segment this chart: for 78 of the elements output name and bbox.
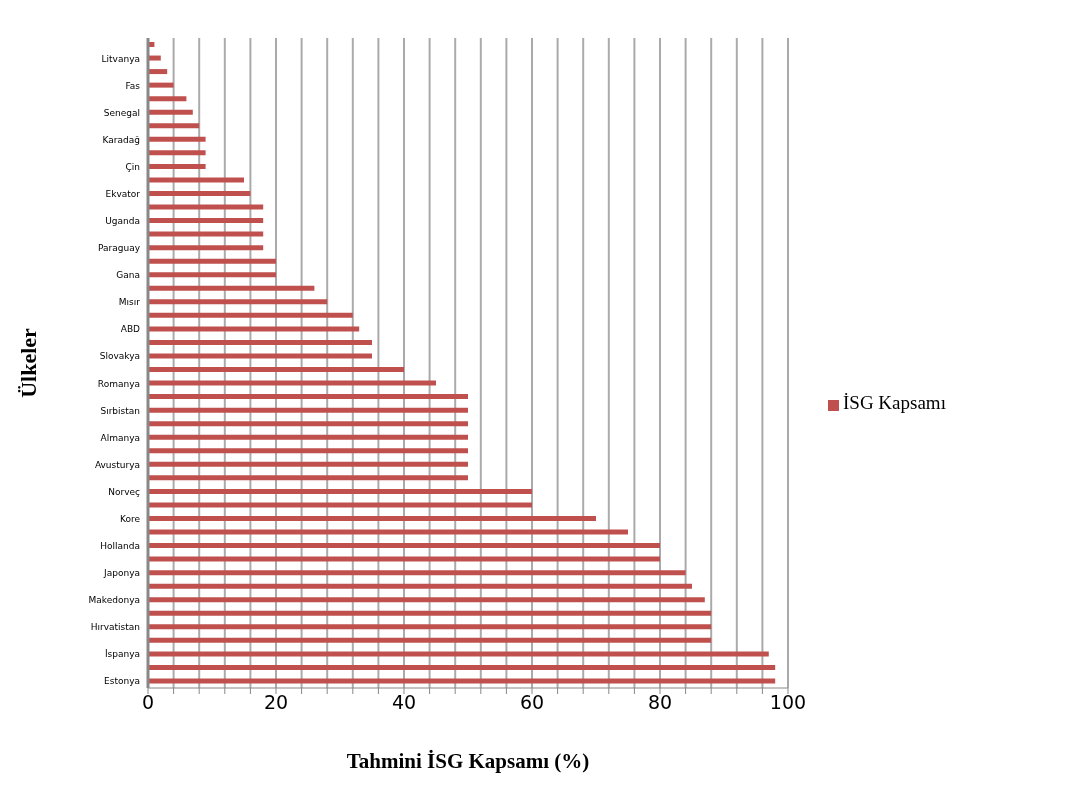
bar: [148, 448, 468, 454]
x-tick-label: 0: [141, 691, 155, 714]
y-tick-label: Estonya: [104, 676, 140, 687]
bar: [148, 136, 206, 142]
y-tick-label: Paraguay: [97, 243, 141, 254]
bar: [148, 109, 193, 115]
bar: [148, 678, 776, 684]
bar: [148, 339, 372, 345]
bar: [148, 624, 712, 630]
bar: [148, 475, 468, 481]
bar: [148, 204, 264, 210]
bar: [148, 597, 705, 603]
bar: [148, 394, 468, 400]
y-tick-label: ABD: [120, 324, 141, 335]
bar: [148, 285, 315, 291]
y-tick-label: Makedonya: [88, 595, 140, 606]
y-tick-label: Ekvator: [105, 188, 141, 199]
y-tick-label: Avusturya: [94, 459, 140, 470]
y-tick-label: Slovakya: [99, 351, 140, 362]
bar: [148, 258, 276, 264]
bar: [148, 664, 776, 670]
y-tick-label: Japonya: [103, 568, 140, 579]
bar: [148, 543, 660, 549]
y-tick-label: Litvanya: [101, 53, 140, 64]
x-tick-label: 40: [391, 691, 417, 714]
x-tick-label: 60: [519, 691, 545, 714]
bar: [148, 488, 532, 494]
bar: [148, 434, 468, 440]
bar: [148, 218, 264, 224]
bar: [148, 123, 200, 129]
bar: [148, 637, 712, 643]
y-tick-label: Norveç: [108, 486, 141, 497]
bar: [148, 177, 244, 183]
x-tick-label: 100: [769, 691, 807, 714]
bar: [148, 583, 692, 589]
bar: [148, 556, 660, 562]
y-tick-label: Karadağ: [102, 134, 140, 145]
bar: [148, 272, 276, 278]
x-tick-label: 20: [263, 691, 289, 714]
y-tick-label: Mısır: [118, 297, 141, 308]
bar: [148, 529, 628, 535]
bar: [148, 367, 404, 372]
legend-label: İSG Kapsamı: [843, 392, 946, 413]
y-tick-label: Hollanda: [100, 541, 140, 552]
bar: [148, 245, 264, 251]
bar: [148, 502, 532, 508]
bar: [148, 326, 360, 332]
bar: [148, 190, 251, 196]
bar: [148, 380, 436, 386]
y-tick-label: Uganda: [105, 216, 140, 227]
y-tick-label: Hırvatistan: [90, 622, 140, 633]
bar: [148, 96, 187, 102]
bar: [148, 421, 468, 427]
x-axis-title: Tahmini İSG Kapsamı (%): [346, 749, 590, 773]
y-axis-title: Ülkeler: [15, 327, 41, 398]
x-tick-label: 80: [647, 691, 673, 714]
bar: [148, 461, 468, 467]
bar: [148, 651, 769, 657]
bar: [148, 515, 596, 521]
bar: [148, 570, 686, 576]
y-tick-label: Senegal: [103, 107, 140, 118]
bar: [148, 610, 712, 616]
bar: [148, 353, 372, 359]
y-tick-label: Gana: [116, 270, 140, 281]
bar: [148, 407, 468, 413]
y-tick-label: Kore: [120, 513, 141, 524]
y-tick-label: Almanya: [100, 432, 140, 443]
bar: [148, 312, 353, 318]
y-tick-label: Romanya: [97, 378, 140, 389]
y-tick-label: Fas: [125, 80, 141, 91]
bar: [148, 299, 328, 305]
bar: [148, 150, 206, 156]
bar: [148, 163, 206, 169]
bar: [148, 231, 264, 237]
y-tick-label: Sırbistan: [100, 405, 140, 416]
y-tick-label: Çin: [125, 161, 140, 172]
y-tick-label: İspanya: [104, 649, 140, 660]
bar: [148, 82, 174, 88]
